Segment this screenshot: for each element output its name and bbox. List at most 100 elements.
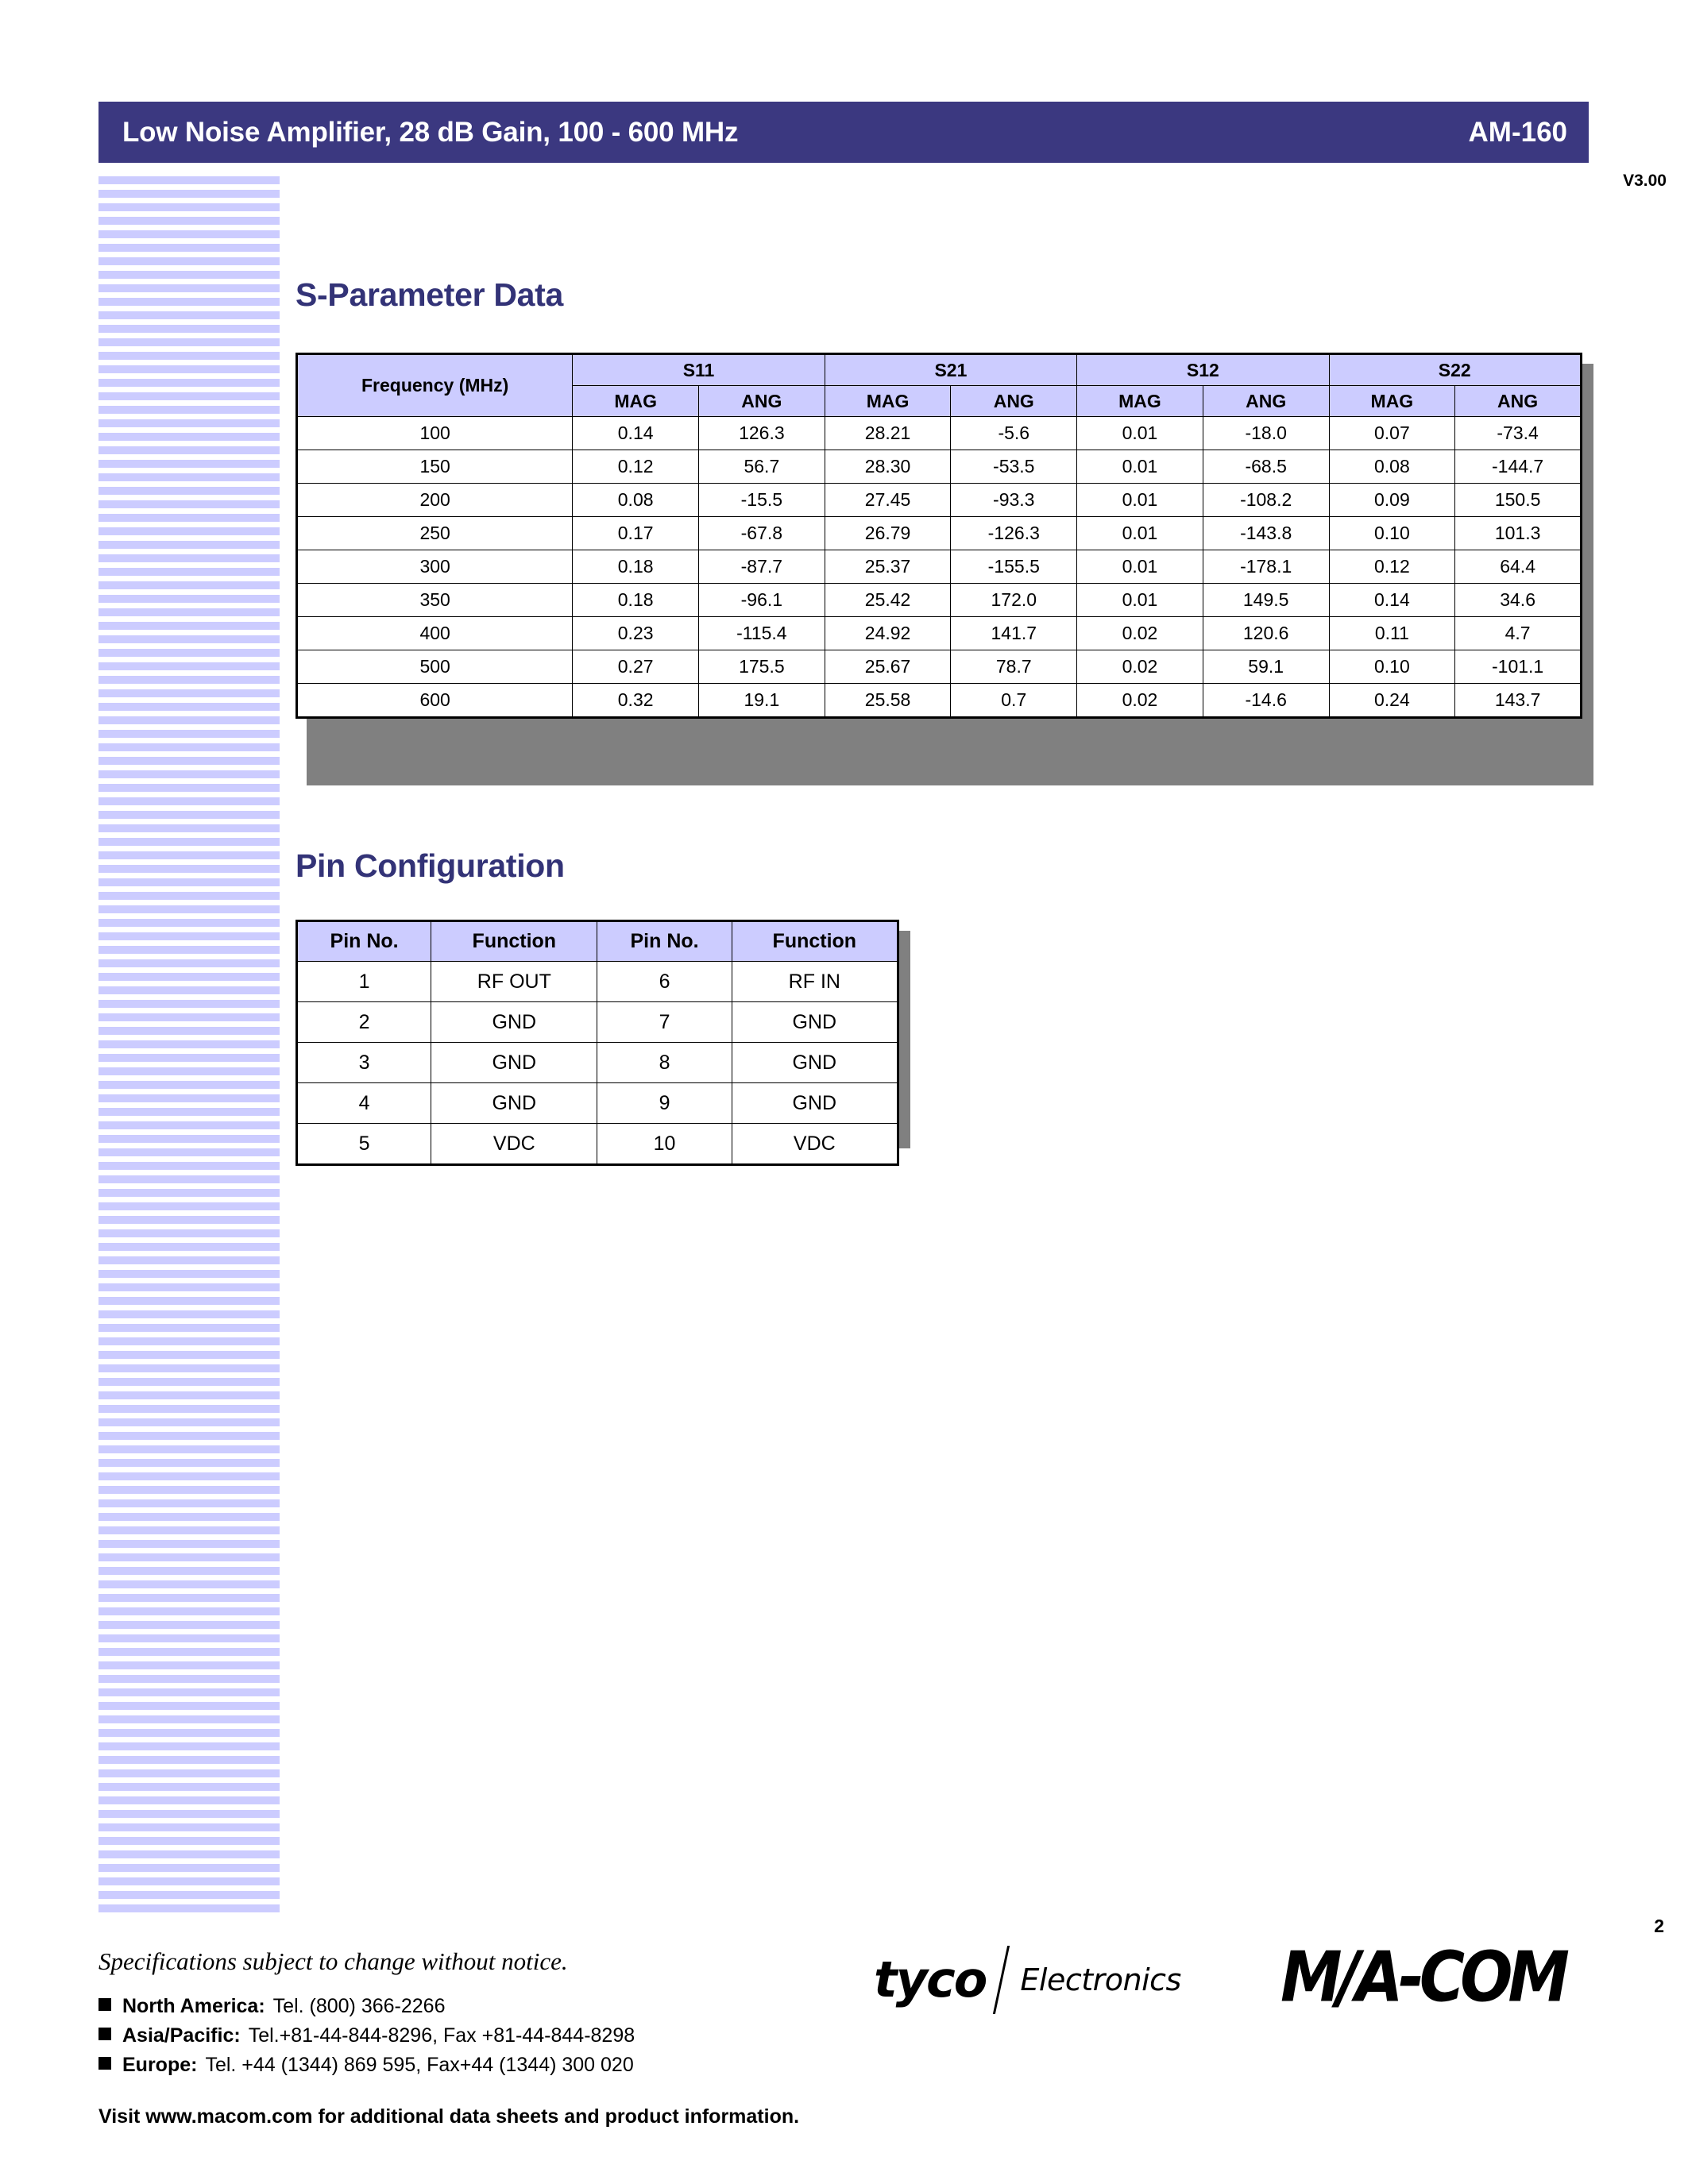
- cell-s12-mag: 0.01: [1076, 550, 1203, 584]
- table-row: 200 0.08 -15.5 27.45 -93.3 0.01 -108.2 0.09 150.…: [295, 483, 1582, 517]
- cell-s11-mag: 0.32: [572, 683, 699, 718]
- cell-s21-ang: 78.7: [950, 650, 1078, 684]
- pin-configuration-table: Pin No. Function Pin No. Function 1 RF OU…: [295, 920, 899, 1166]
- table-row: 4 GND 9 GND: [295, 1082, 899, 1124]
- cell-s12-mag: 0.01: [1076, 416, 1203, 450]
- column-header-s22-mag: MAG: [1328, 385, 1456, 417]
- cell-function-right: GND: [731, 1082, 899, 1124]
- cell-s21-mag: 25.67: [824, 650, 952, 684]
- table-row: 100 0.14 126.3 28.21 -5.6 0.01 -18.0 0.07 -73.4: [295, 416, 1582, 450]
- cell-s21-ang: -5.6: [950, 416, 1078, 450]
- cell-pin-no-left: 5: [295, 1123, 432, 1165]
- cell-s11-mag: 0.18: [572, 583, 699, 617]
- cell-s11-ang: 56.7: [698, 450, 825, 484]
- table-sub-header-row: MAG ANG MAG ANG MAG ANG MAG ANG: [297, 385, 1582, 417]
- pinconfig-table-container: Pin No. Function Pin No. Function 1 RF OU…: [295, 920, 910, 1166]
- cell-s11-mag: 0.27: [572, 650, 699, 684]
- cell-s11-ang: -15.5: [698, 483, 825, 517]
- bullet-square-icon: [98, 1998, 111, 2011]
- column-header-s12-mag: MAG: [1076, 385, 1203, 417]
- table-row: 500 0.27 175.5 25.67 78.7 0.02 59.1 0.10 -101.1: [295, 650, 1582, 684]
- table-row: 300 0.18 -87.7 25.37 -155.5 0.01 -178.1 0.12 64.…: [295, 550, 1582, 584]
- cell-s12-ang: -108.2: [1202, 483, 1330, 517]
- cell-s22-ang: 143.7: [1454, 683, 1582, 718]
- cell-s11-ang: -96.1: [698, 583, 825, 617]
- cell-s12-ang: -14.6: [1202, 683, 1330, 718]
- cell-frequency: 300: [295, 550, 574, 584]
- cell-s11-mag: 0.23: [572, 616, 699, 650]
- sparameter-table-container: Frequency (MHz) S11 S21 S12 S22 MAG ANG …: [295, 353, 1593, 785]
- cell-s21-ang: -126.3: [950, 516, 1078, 550]
- cell-s12-mag: 0.02: [1076, 650, 1203, 684]
- contact-region-label: Asia/Pacific:: [122, 2024, 241, 2047]
- cell-s12-ang: 149.5: [1202, 583, 1330, 617]
- cell-s22-mag: 0.08: [1328, 450, 1456, 484]
- cell-frequency: 350: [295, 583, 574, 617]
- cell-s12-ang: -18.0: [1202, 416, 1330, 450]
- column-group-header-s12: S12: [1076, 353, 1330, 386]
- tyco-electronics-logo: tyco Electronics: [874, 1944, 1181, 2016]
- cell-s12-mag: 0.02: [1076, 616, 1203, 650]
- cell-s22-mag: 0.11: [1328, 616, 1456, 650]
- cell-function-left: GND: [431, 1042, 598, 1083]
- sparameter-data-table: Frequency (MHz) S11 S21 S12 S22 MAG ANG …: [295, 353, 1582, 719]
- cell-function-left: GND: [431, 1001, 598, 1043]
- decorative-stripe-column: [98, 176, 280, 1918]
- cell-s11-ang: -67.8: [698, 516, 825, 550]
- cell-frequency: 250: [295, 516, 574, 550]
- cell-s21-mag: 24.92: [824, 616, 952, 650]
- cell-frequency: 200: [295, 483, 574, 517]
- cell-s21-ang: 172.0: [950, 583, 1078, 617]
- contact-list-item: Asia/Pacific: Tel.+81-44-844-8296, Fax +8…: [98, 2024, 635, 2047]
- cell-pin-no-left: 1: [295, 961, 432, 1002]
- cell-function-right: GND: [731, 1001, 899, 1043]
- cell-s21-ang: 141.7: [950, 616, 1078, 650]
- cell-s11-ang: 126.3: [698, 416, 825, 450]
- bullet-square-icon: [98, 2057, 111, 2070]
- contact-region-label: North America:: [122, 1995, 265, 2017]
- cell-s21-ang: -93.3: [950, 483, 1078, 517]
- cell-s21-mag: 25.42: [824, 583, 952, 617]
- cell-pin-no-right: 8: [597, 1042, 732, 1083]
- column-group-header-s22: S22: [1328, 353, 1582, 386]
- cell-pin-no-right: 6: [597, 961, 732, 1002]
- cell-s22-mag: 0.10: [1328, 650, 1456, 684]
- column-header-s22-ang: ANG: [1454, 385, 1582, 417]
- cell-function-right: VDC: [731, 1123, 899, 1165]
- column-header-function-left: Function: [431, 920, 598, 962]
- cell-s12-ang: -143.8: [1202, 516, 1330, 550]
- column-group-header-s11: S11: [572, 353, 825, 386]
- cell-s21-mag: 28.21: [824, 416, 952, 450]
- cell-pin-no-right: 7: [597, 1001, 732, 1043]
- table-row: 400 0.23 -115.4 24.92 141.7 0.02 120.6 0.11 4.7: [295, 616, 1582, 650]
- column-header-pin-no-right: Pin No.: [597, 920, 732, 962]
- logo-divider-slash: [993, 1946, 1010, 2014]
- column-header-pin-no-left: Pin No.: [295, 920, 432, 962]
- contact-list-item: Europe: Tel. +44 (1344) 869 595, Fax+44 (…: [98, 2054, 635, 2077]
- table-row: 1 RF OUT 6 RF IN: [295, 961, 899, 1002]
- table-group-header-row: Frequency (MHz) S11 S21 S12 S22: [295, 353, 1582, 417]
- cell-s22-ang: 101.3: [1454, 516, 1582, 550]
- cell-s12-mag: 0.01: [1076, 483, 1203, 517]
- page-number: 2: [1654, 1916, 1664, 1936]
- table-row: 350 0.18 -96.1 25.42 172.0 0.01 149.5 0.14 34.6: [295, 583, 1582, 617]
- cell-s21-mag: 26.79: [824, 516, 952, 550]
- cell-function-right: GND: [731, 1042, 899, 1083]
- cell-function-left: RF OUT: [431, 961, 598, 1002]
- cell-s12-ang: 120.6: [1202, 616, 1330, 650]
- cell-s21-ang: -155.5: [950, 550, 1078, 584]
- cell-s12-ang: 59.1: [1202, 650, 1330, 684]
- table-row: 600 0.32 19.1 25.58 0.7 0.02 -14.6 0.24 143.7: [295, 683, 1582, 718]
- cell-frequency: 500: [295, 650, 574, 684]
- cell-function-right: RF IN: [731, 961, 899, 1002]
- cell-frequency: 400: [295, 616, 574, 650]
- cell-s22-mag: 0.24: [1328, 683, 1456, 718]
- cell-s21-mag: 28.30: [824, 450, 952, 484]
- cell-s12-mag: 0.01: [1076, 516, 1203, 550]
- cell-s22-mag: 0.07: [1328, 416, 1456, 450]
- column-header-frequency: Frequency (MHz): [295, 353, 574, 417]
- cell-s11-mag: 0.12: [572, 450, 699, 484]
- cell-pin-no-right: 9: [597, 1082, 732, 1124]
- macom-logo: M/A-COM: [1280, 1938, 1570, 2018]
- document-version: V3.00: [1623, 172, 1667, 190]
